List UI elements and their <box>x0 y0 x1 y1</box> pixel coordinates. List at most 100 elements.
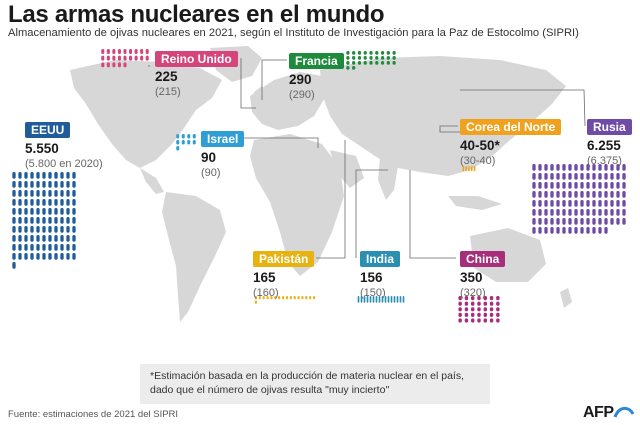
warhead-mark <box>301 296 304 300</box>
warhead-mark <box>42 199 46 206</box>
warhead-mark <box>72 217 76 224</box>
warhead-mark <box>18 217 22 224</box>
warhead-mark <box>60 172 64 179</box>
warhead-mark <box>12 235 16 242</box>
warhead-mark <box>24 226 28 233</box>
warhead-mark <box>54 208 58 215</box>
warhead-mark <box>72 172 76 179</box>
warhead-mark <box>42 235 46 242</box>
warhead-mark <box>604 209 608 216</box>
warhead-mark <box>562 191 566 198</box>
warhead-mark <box>48 235 52 242</box>
warhead-mark <box>538 209 542 216</box>
warhead-mark <box>616 173 620 180</box>
warhead-mark <box>532 191 536 198</box>
warhead-mark <box>386 61 390 65</box>
warhead-mark <box>369 51 373 55</box>
warhead-mark <box>54 199 58 206</box>
warhead-mark <box>357 51 362 55</box>
warhead-mark <box>574 209 578 216</box>
warhead-mark <box>622 182 626 189</box>
warhead-mark <box>580 173 584 180</box>
warhead-mark <box>36 208 40 215</box>
warhead-mark <box>254 296 257 300</box>
country-value: 90 <box>201 150 217 165</box>
warhead-mark <box>464 301 469 306</box>
warhead-mark <box>60 199 64 206</box>
warhead-mark <box>12 181 16 188</box>
warhead-mark <box>622 209 626 216</box>
warhead-mark <box>309 296 312 300</box>
warhead-mark <box>36 244 40 251</box>
warhead-mark <box>532 173 536 180</box>
warhead-mark <box>48 190 52 197</box>
warhead-mark <box>54 235 58 242</box>
warhead-mark <box>550 182 554 189</box>
warhead-mark <box>562 227 566 234</box>
warhead-mark <box>470 301 475 306</box>
map-north-america <box>70 60 222 168</box>
country-tag: India <box>360 251 401 267</box>
warhead-mark <box>538 218 542 225</box>
warhead-mark <box>610 200 614 207</box>
warhead-mark <box>393 296 396 303</box>
warhead-mark <box>42 253 46 260</box>
warhead-mark <box>381 296 384 303</box>
warhead-mark <box>462 166 465 172</box>
warhead-mark <box>48 208 52 215</box>
warhead-pictogram <box>101 49 149 68</box>
country-previous-value: (320) <box>460 287 486 299</box>
warhead-mark <box>489 301 494 306</box>
warhead-mark <box>293 296 296 300</box>
warhead-mark <box>352 61 356 65</box>
country-value: 5.550 <box>25 141 59 156</box>
warhead-mark <box>392 61 396 65</box>
warhead-mark <box>532 227 536 234</box>
warhead-mark <box>477 312 481 317</box>
warhead-mark <box>496 296 500 301</box>
warhead-mark <box>24 181 28 188</box>
footnote: *Estimación basada en la producción de m… <box>140 364 490 404</box>
warhead-mark <box>604 191 608 198</box>
warhead-mark <box>42 244 46 251</box>
warhead-mark <box>72 199 76 206</box>
warhead-mark <box>544 164 548 171</box>
warhead-mark <box>117 55 121 61</box>
country-previous-value: (90) <box>201 167 221 179</box>
warhead-mark <box>42 217 46 224</box>
warhead-mark <box>42 226 46 233</box>
warhead-mark <box>592 191 596 198</box>
warhead-pictogram <box>532 164 626 234</box>
warhead-mark <box>278 296 281 300</box>
warhead-mark <box>30 244 34 251</box>
warhead-mark <box>42 181 46 188</box>
warhead-mark <box>54 217 58 224</box>
page-subtitle: Almacenamiento de ojivas nucleares en 20… <box>8 27 579 39</box>
warhead-mark <box>274 296 277 300</box>
warhead-mark <box>586 173 590 180</box>
warhead-mark <box>30 208 34 215</box>
warhead-mark <box>580 191 584 198</box>
warhead-mark <box>145 55 149 61</box>
warhead-mark <box>60 181 64 188</box>
warhead-mark <box>538 182 542 189</box>
warhead-mark <box>464 296 469 301</box>
warhead-mark <box>266 296 269 300</box>
warhead-mark <box>380 51 385 55</box>
warhead-mark <box>176 134 180 139</box>
country-value: 40-50* <box>460 138 500 153</box>
warhead-mark <box>18 172 22 179</box>
warhead-mark <box>176 140 180 145</box>
warhead-mark <box>622 173 626 180</box>
warhead-mark <box>610 164 614 171</box>
warhead-mark <box>30 217 34 224</box>
warhead-mark <box>392 56 396 60</box>
warhead-mark <box>282 296 285 300</box>
warhead-mark <box>36 181 40 188</box>
warhead-mark <box>36 190 40 197</box>
warhead-mark <box>592 218 596 225</box>
warhead-mark <box>610 173 614 180</box>
warhead-mark <box>352 66 356 70</box>
warhead-mark <box>538 227 542 234</box>
leader-line <box>355 169 388 258</box>
